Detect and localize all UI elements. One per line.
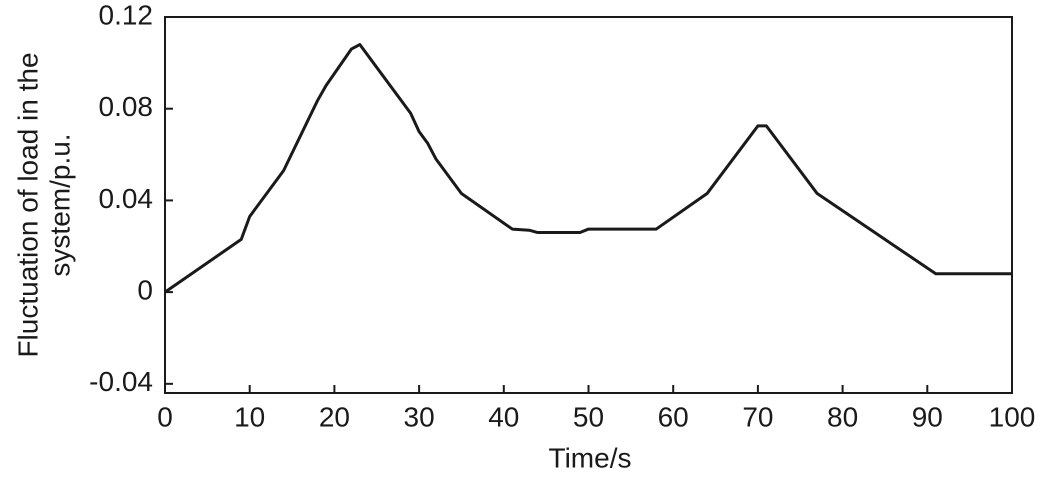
x-tick-label: 80 <box>827 401 858 432</box>
y-axis-label-line: system/p.u. <box>44 133 75 276</box>
x-tick-label: 0 <box>157 401 173 432</box>
line <box>164 43 1012 294</box>
x-tick-label: 20 <box>319 401 350 432</box>
x-tick-label: 10 <box>234 401 265 432</box>
x-tick-label: 60 <box>658 401 689 432</box>
plot-frame <box>164 16 1013 394</box>
y-axis-label-line: Fluctuation of load in the <box>12 52 43 357</box>
x-tick-label: 70 <box>742 401 773 432</box>
x-tick-label: 30 <box>404 401 435 432</box>
y-tick-label: 0.04 <box>99 183 154 214</box>
x-tick-label: 50 <box>573 401 604 432</box>
x-axis-label: Time/s <box>549 442 632 473</box>
x-tick-label: 100 <box>989 401 1036 432</box>
x-tick-label: 90 <box>912 401 943 432</box>
y-tick-label: -0.04 <box>89 366 153 397</box>
y-tick-label: 0 <box>137 275 153 306</box>
x-tick-label: 40 <box>488 401 519 432</box>
y-tick-label: 0.12 <box>99 0 154 30</box>
y-tick-label: 0.08 <box>99 91 154 122</box>
y-axis-label: Fluctuation of load in the system/p.u. <box>12 52 75 357</box>
